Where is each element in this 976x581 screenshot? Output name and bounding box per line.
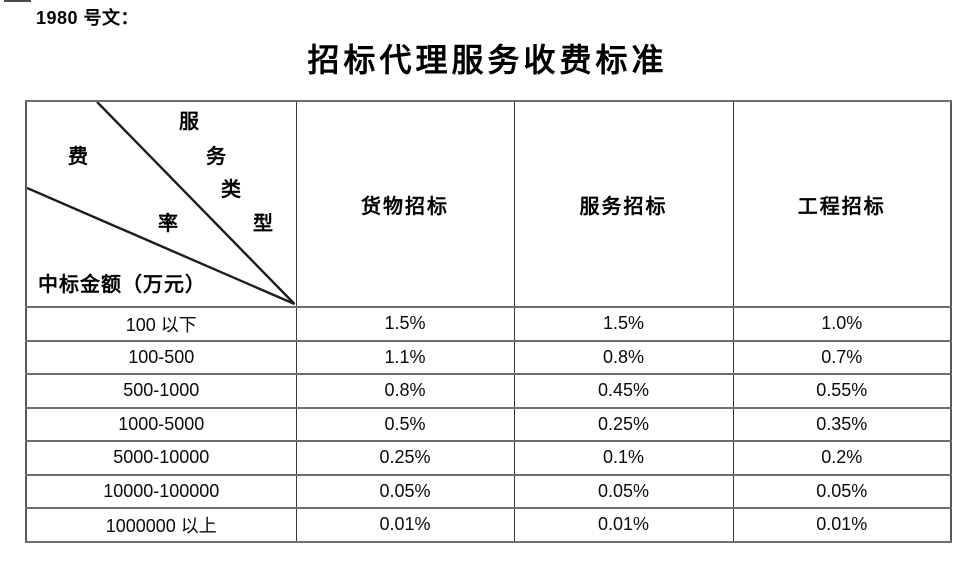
rate-cell: 0.5% bbox=[295, 406, 515, 442]
corner-service-type-char: 服 bbox=[179, 111, 199, 133]
scan-edge-artifact bbox=[4, 0, 31, 2]
rate-cell: 0.25% bbox=[295, 440, 515, 476]
column-header-engineering: 工程招标 bbox=[732, 100, 952, 308]
diagonal-split-lines bbox=[27, 102, 296, 306]
rate-cell: 0.01% bbox=[732, 507, 952, 543]
rate-cell: 0.05% bbox=[513, 473, 734, 509]
table-row: 100 以下 1.5% 1.5% 1.0% bbox=[25, 306, 952, 342]
table-row: 1000000 以上 0.01% 0.01% 0.01% bbox=[25, 507, 952, 543]
table-row: 1000-5000 0.5% 0.25% 0.35% bbox=[25, 406, 952, 442]
rate-cell: 1.5% bbox=[295, 306, 515, 342]
corner-amount-label: 中标金额（万元） bbox=[38, 274, 206, 296]
rate-cell: 0.8% bbox=[513, 339, 734, 375]
table-row: 100-500 1.1% 0.8% 0.7% bbox=[25, 339, 952, 375]
header-row: 服 务 类 型 费 率 中标金额（万元） 货物招标 服务招标 工程招标 bbox=[25, 100, 952, 308]
diagonal-header-box: 服 务 类 型 费 率 中标金额（万元） bbox=[27, 102, 296, 306]
amount-range-cell: 5000-10000 bbox=[25, 440, 297, 476]
rate-cell: 0.25% bbox=[513, 406, 734, 442]
amount-range-cell: 100-500 bbox=[25, 339, 297, 375]
diagonal-header-cell: 服 务 类 型 费 率 中标金额（万元） bbox=[25, 100, 297, 308]
corner-service-type-char: 型 bbox=[253, 213, 273, 235]
column-header-service: 服务招标 bbox=[513, 100, 734, 308]
rate-cell: 0.01% bbox=[513, 507, 734, 543]
rate-cell: 0.7% bbox=[732, 339, 952, 375]
corner-service-type-char: 类 bbox=[221, 179, 241, 201]
amount-range-cell: 500-1000 bbox=[25, 373, 297, 409]
column-header-goods: 货物招标 bbox=[295, 100, 515, 308]
corner-service-type-char: 务 bbox=[206, 146, 226, 168]
rate-cell: 0.8% bbox=[295, 373, 515, 409]
corner-fee-rate-char: 费 bbox=[68, 146, 88, 168]
rate-cell: 1.5% bbox=[513, 306, 734, 342]
fee-table: 服 务 类 型 费 率 中标金额（万元） 货物招标 服务招标 工程招标 100 … bbox=[25, 100, 952, 543]
rate-cell: 0.1% bbox=[513, 440, 734, 476]
amount-range-cell: 1000-5000 bbox=[25, 406, 297, 442]
table-row: 500-1000 0.8% 0.45% 0.55% bbox=[25, 373, 952, 409]
rate-cell: 0.05% bbox=[295, 473, 515, 509]
rate-cell: 0.2% bbox=[732, 440, 952, 476]
doc-ref: 1980 号文： bbox=[36, 8, 140, 28]
table-row: 10000-100000 0.05% 0.05% 0.05% bbox=[25, 473, 952, 509]
amount-range-cell: 1000000 以上 bbox=[25, 507, 297, 543]
rate-cell: 0.05% bbox=[732, 473, 952, 509]
rate-cell: 1.0% bbox=[732, 306, 952, 342]
rate-cell: 0.55% bbox=[732, 373, 952, 409]
corner-fee-rate-char: 率 bbox=[158, 213, 178, 235]
rate-cell: 1.1% bbox=[295, 339, 515, 375]
rate-cell: 0.45% bbox=[513, 373, 734, 409]
rate-cell: 0.35% bbox=[732, 406, 952, 442]
rate-cell: 0.01% bbox=[295, 507, 515, 543]
page-title: 招标代理服务收费标准 bbox=[307, 42, 668, 78]
amount-range-cell: 10000-100000 bbox=[25, 473, 297, 509]
amount-range-cell: 100 以下 bbox=[25, 306, 297, 342]
table-row: 5000-10000 0.25% 0.1% 0.2% bbox=[25, 440, 952, 476]
